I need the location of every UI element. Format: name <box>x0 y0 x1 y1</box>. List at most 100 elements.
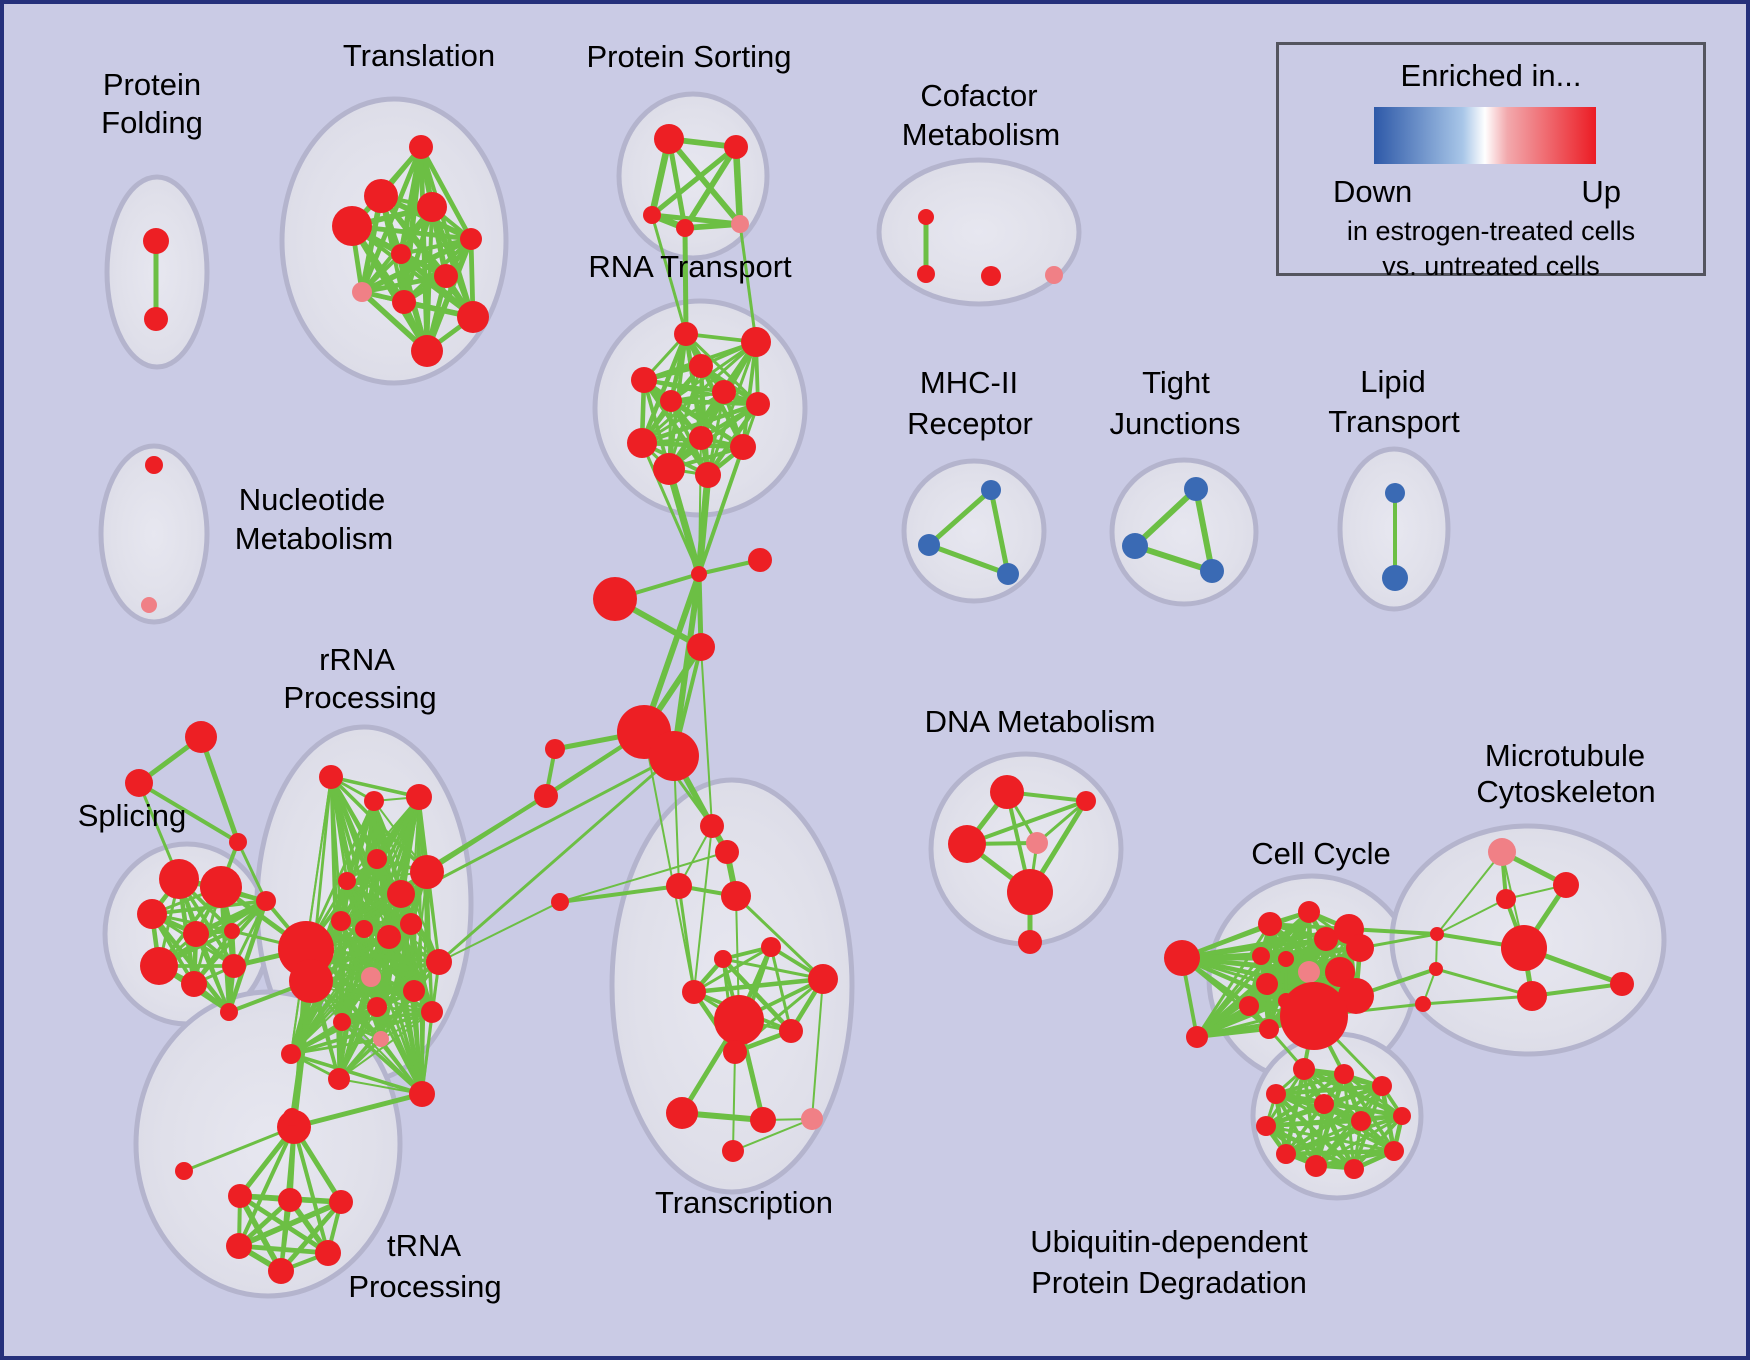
node-cell-cycle-13[interactable] <box>1325 957 1355 987</box>
node-rrna-processing-11[interactable] <box>426 949 452 975</box>
node-backbone-9[interactable] <box>283 1108 301 1126</box>
node-ubiquitin-degradation-0[interactable] <box>1293 1058 1315 1080</box>
node-microtubule-cytoskeleton-3[interactable] <box>1501 925 1547 971</box>
node-backbone-5[interactable] <box>649 731 699 781</box>
node-transcription-5[interactable] <box>761 937 781 957</box>
node-mt-connectors-2[interactable] <box>1415 996 1431 1012</box>
node-cell-cycle-4[interactable] <box>1314 927 1338 951</box>
node-microtubule-cytoskeleton-1[interactable] <box>1553 872 1579 898</box>
node-translation-9[interactable] <box>457 301 489 333</box>
node-mhc-ii-receptor-0[interactable] <box>981 480 1001 500</box>
node-rna-transport-6[interactable] <box>746 392 770 416</box>
node-rrna-processing-8[interactable] <box>355 920 373 938</box>
node-backbone-6[interactable] <box>545 739 565 759</box>
node-protein-sorting-0[interactable] <box>654 124 684 154</box>
node-translation-7[interactable] <box>352 282 372 302</box>
node-trna-processing-7[interactable] <box>268 1258 294 1284</box>
node-ubiquitin-degradation-8[interactable] <box>1276 1144 1296 1164</box>
node-cell-cycle-1[interactable] <box>1186 1026 1208 1048</box>
node-rna-transport-4[interactable] <box>712 380 736 404</box>
node-rna-transport-7[interactable] <box>689 426 713 450</box>
node-tight-junctions-0[interactable] <box>1184 477 1208 501</box>
node-rrna-processing-10[interactable] <box>400 913 422 935</box>
node-dna-metabolism-1[interactable] <box>1076 791 1096 811</box>
node-rrna-processing-3[interactable] <box>367 849 387 869</box>
node-ubiquitin-degradation-3[interactable] <box>1266 1084 1286 1104</box>
node-splicing-7[interactable] <box>222 954 246 978</box>
node-translation-10[interactable] <box>411 335 443 367</box>
node-rrna-processing-5[interactable] <box>410 855 444 889</box>
node-microtubule-cytoskeleton-4[interactable] <box>1517 981 1547 1011</box>
node-rna-transport-0[interactable] <box>674 322 698 346</box>
node-rrna-processing-4[interactable] <box>338 872 356 890</box>
node-splicing-triangle-2[interactable] <box>229 833 247 851</box>
node-transcription-11[interactable] <box>666 1097 698 1129</box>
node-transcription-13[interactable] <box>801 1108 823 1130</box>
node-splicing-3[interactable] <box>183 921 209 947</box>
node-tight-junctions-2[interactable] <box>1200 559 1224 583</box>
node-backbone-0[interactable] <box>691 566 707 582</box>
node-translation-8[interactable] <box>392 290 416 314</box>
node-trna-processing-3[interactable] <box>278 1188 302 1212</box>
node-dna-metabolism-5[interactable] <box>1018 930 1042 954</box>
node-nucleotide-metabolism-1[interactable] <box>141 597 157 613</box>
node-dna-metabolism-0[interactable] <box>990 775 1024 809</box>
node-transcription-4[interactable] <box>714 950 732 968</box>
node-transcription-2[interactable] <box>666 873 692 899</box>
node-trna-processing-2[interactable] <box>228 1184 252 1208</box>
node-cell-cycle-7[interactable] <box>1298 961 1320 983</box>
node-cell-cycle-6[interactable] <box>1346 934 1374 962</box>
node-rna-transport-1[interactable] <box>741 327 771 357</box>
node-cell-cycle-3[interactable] <box>1298 901 1320 923</box>
node-splicing-triangle-0[interactable] <box>185 721 217 753</box>
node-backbone-2[interactable] <box>593 577 637 621</box>
node-trna-processing-5[interactable] <box>226 1233 252 1259</box>
node-rrna-processing-1[interactable] <box>364 791 384 811</box>
node-trna-processing-1[interactable] <box>175 1162 193 1180</box>
node-cell-cycle-16[interactable] <box>1280 982 1348 1050</box>
node-splicing-5[interactable] <box>256 891 276 911</box>
node-lipid-transport-0[interactable] <box>1385 483 1405 503</box>
node-microtubule-cytoskeleton-5[interactable] <box>1610 972 1634 996</box>
node-backbone-8[interactable] <box>551 893 569 911</box>
node-rrna-processing-2[interactable] <box>406 784 432 810</box>
node-ubiquitin-degradation-4[interactable] <box>1314 1094 1334 1114</box>
node-tight-junctions-1[interactable] <box>1122 533 1148 559</box>
node-translation-2[interactable] <box>417 192 447 222</box>
node-translation-3[interactable] <box>332 206 372 246</box>
node-cell-cycle-11[interactable] <box>1239 996 1259 1016</box>
node-rrna-processing-17[interactable] <box>421 1001 443 1023</box>
node-splicing-0[interactable] <box>159 859 199 899</box>
node-ubiquitin-degradation-5[interactable] <box>1393 1107 1411 1125</box>
node-splicing-6[interactable] <box>140 947 178 985</box>
node-transcription-1[interactable] <box>715 840 739 864</box>
node-cell-cycle-2[interactable] <box>1258 912 1282 936</box>
node-protein-sorting-1[interactable] <box>724 135 748 159</box>
node-rrna-processing-20[interactable] <box>409 1081 435 1107</box>
node-ubiquitin-degradation-1[interactable] <box>1334 1064 1354 1084</box>
node-rna-transport-9[interactable] <box>730 434 756 460</box>
node-transcription-9[interactable] <box>779 1019 803 1043</box>
node-transcription-10[interactable] <box>723 1040 747 1064</box>
node-microtubule-cytoskeleton-0[interactable] <box>1488 838 1516 866</box>
node-lipid-transport-1[interactable] <box>1382 565 1408 591</box>
node-rrna-processing-14[interactable] <box>367 997 387 1017</box>
node-splicing-4[interactable] <box>224 923 240 939</box>
node-rna-transport-8[interactable] <box>627 428 657 458</box>
node-mhc-ii-receptor-2[interactable] <box>997 563 1019 585</box>
node-rrna-processing-16[interactable] <box>373 1031 389 1047</box>
node-translation-0[interactable] <box>409 135 433 159</box>
node-cofactor-metabolism-0[interactable] <box>918 209 934 225</box>
node-rrna-processing-13[interactable] <box>403 980 425 1002</box>
node-protein-sorting-4[interactable] <box>731 215 749 233</box>
node-transcription-7[interactable] <box>808 964 838 994</box>
node-rrna-processing-0[interactable] <box>319 765 343 789</box>
node-trna-processing-4[interactable] <box>329 1190 353 1214</box>
node-translation-6[interactable] <box>434 264 458 288</box>
node-protein-folding-0[interactable] <box>143 228 169 254</box>
node-translation-4[interactable] <box>460 228 482 250</box>
node-protein-folding-1[interactable] <box>144 307 168 331</box>
node-ubiquitin-degradation-11[interactable] <box>1344 1159 1364 1179</box>
node-mt-connectors-0[interactable] <box>1430 927 1444 941</box>
node-rna-transport-5[interactable] <box>660 390 682 412</box>
